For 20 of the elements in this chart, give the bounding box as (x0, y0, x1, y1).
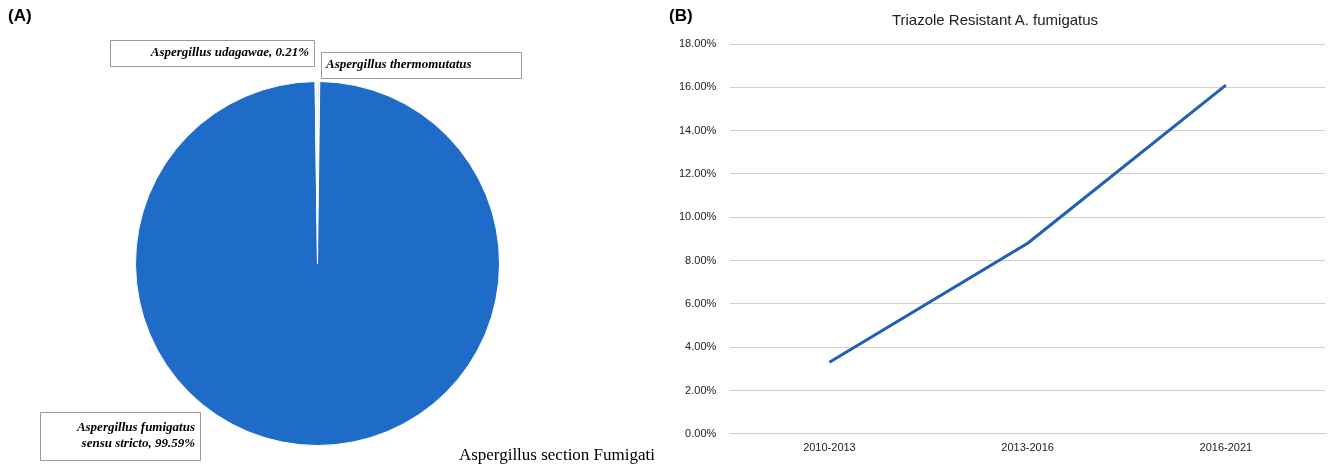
y-tick-label: 10.00% (679, 210, 717, 223)
text: Aspergillus section Fumigati (458, 444, 656, 464)
y-tick-label: 16.00% (679, 80, 717, 93)
chart-title: Triazole Resistant A. fumigatus (891, 11, 1099, 29)
slice-label: Aspergillus thermomutatus (325, 56, 472, 72)
x-tick-label: 2010-2013 (803, 441, 856, 454)
y-tick-label: 4.00% (685, 340, 717, 353)
y-tick-label: 12.00% (679, 166, 717, 179)
slice-label: Aspergillus fumigatus sensu stricto, 99.59% (75, 419, 196, 451)
y-tick-label: 2.00% (685, 383, 717, 396)
y-tick-label: 6.00% (685, 296, 717, 309)
y-tick-label: 14.00% (679, 123, 717, 136)
text: (B) (669, 6, 693, 26)
x-tick-label: 2016-2021 (1199, 441, 1253, 454)
text: (A) (8, 6, 32, 26)
y-tick-label: 18.00% (679, 37, 717, 50)
y-tick-label: 0.00% (685, 426, 717, 439)
x-tick-label: 2013-2016 (1001, 441, 1054, 454)
slice-label: Aspergillus udagawae, 0.21% (149, 44, 310, 60)
y-tick-label: 8.00% (685, 253, 717, 266)
